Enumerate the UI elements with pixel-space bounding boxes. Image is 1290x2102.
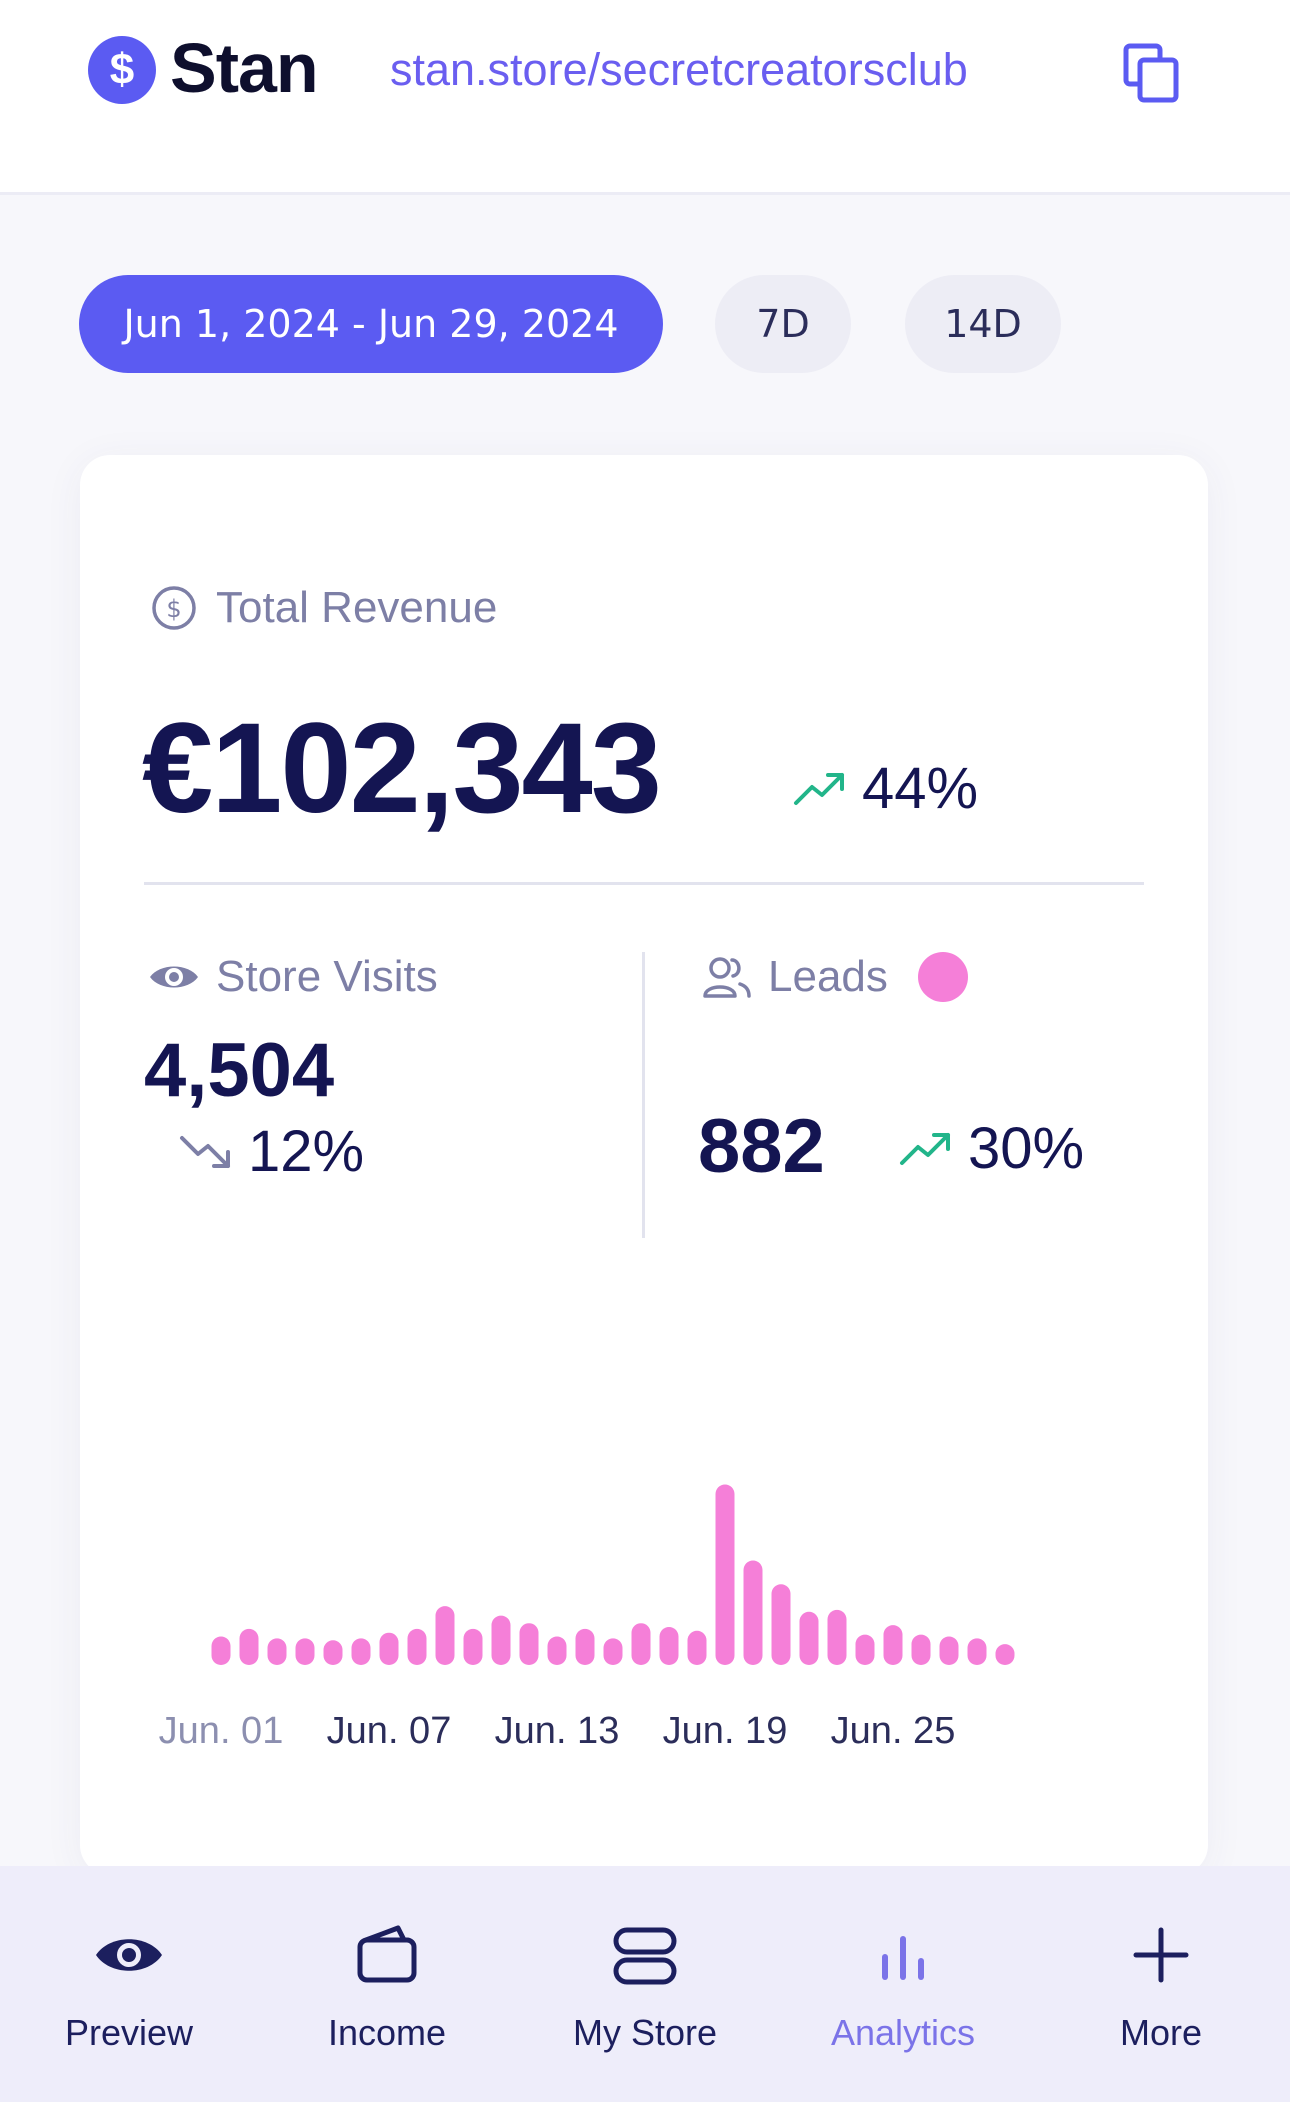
filter-7d-button[interactable]: 7D xyxy=(715,275,851,373)
chart-bar-Jun. 01[interactable] xyxy=(211,1636,231,1666)
chart-bar-Jun. 05[interactable] xyxy=(323,1640,343,1665)
chart-bar-Jun. 15[interactable] xyxy=(603,1638,623,1665)
filter-14d-button[interactable]: 14D xyxy=(905,275,1061,373)
store-icon xyxy=(613,1927,677,1985)
analytics-card: $ Total Revenue €102,343 44% Store Visit… xyxy=(80,455,1208,1875)
store-visits-value: 4,504 xyxy=(144,1028,335,1113)
plus-icon xyxy=(1133,1927,1189,1983)
chart-bar-Jun. 18[interactable] xyxy=(687,1630,707,1665)
trend-down-icon xyxy=(180,1135,230,1168)
nav-income[interactable]: Income xyxy=(258,1866,516,2102)
chart-bar-Jun. 20[interactable] xyxy=(743,1560,763,1666)
x-tick-label: Jun. 01 xyxy=(158,1710,284,1752)
chart-bar-Jun. 02[interactable] xyxy=(239,1628,259,1665)
wallet-icon xyxy=(357,1925,417,1983)
chart-bar-Jun. 04[interactable] xyxy=(295,1638,315,1665)
chart-bar-Jun. 03[interactable] xyxy=(267,1638,287,1665)
leads-label-text: Leads xyxy=(768,952,888,1001)
store-url-link[interactable]: stan.store/secretcreatorsclub xyxy=(390,44,968,95)
nav-my-store[interactable]: My Store xyxy=(516,1866,774,2102)
chart-bar-Jun. 29[interactable] xyxy=(995,1644,1015,1665)
chart-bar-Jun. 12[interactable] xyxy=(519,1623,539,1665)
eye-icon xyxy=(150,966,198,988)
store-visits-label: Store Visits xyxy=(148,952,438,1002)
svg-text:$: $ xyxy=(166,595,181,623)
total-revenue-value: €102,343 xyxy=(142,697,662,840)
total-revenue-label-text: Total Revenue xyxy=(216,583,498,632)
revenue-trend: 44% xyxy=(792,755,978,822)
x-tick-label: Jun. 19 xyxy=(662,1710,788,1752)
chart-bar-Jun. 16[interactable] xyxy=(631,1623,651,1665)
chart-bar-Jun. 06[interactable] xyxy=(351,1638,371,1665)
store-visits-change: 12% xyxy=(248,1119,365,1184)
chart-bar-Jun. 22[interactable] xyxy=(799,1611,819,1665)
leads-label: Leads xyxy=(702,952,968,1002)
chart-bar-Jun. 27[interactable] xyxy=(939,1636,959,1666)
chart-bar-Jun. 07[interactable] xyxy=(379,1632,399,1665)
chart-bar-Jun. 24[interactable] xyxy=(855,1634,875,1665)
nav-label: Preview xyxy=(64,2012,194,2053)
divider xyxy=(642,952,645,1238)
leads-trend: 30% xyxy=(898,1115,1084,1182)
nav-label: Income xyxy=(327,2012,447,2053)
chart-bar-Jun. 13[interactable] xyxy=(547,1636,567,1666)
app-header: $ Stan stan.store/secretcreatorsclub xyxy=(0,0,1290,195)
total-revenue-label: $ Total Revenue xyxy=(150,583,497,633)
chart-bar-Jun. 28[interactable] xyxy=(967,1638,987,1665)
x-tick-label: Jun. 13 xyxy=(494,1710,620,1752)
chart-bar-Jun. 23[interactable] xyxy=(827,1609,847,1665)
copy-icon[interactable] xyxy=(1122,42,1182,104)
brand-name: Stan xyxy=(170,29,319,107)
chart-bar-Jun. 10[interactable] xyxy=(463,1628,483,1665)
nav-more[interactable]: More xyxy=(1032,1866,1290,2102)
chart-bar-Jun. 14[interactable] xyxy=(575,1628,595,1665)
leads-value: 882 xyxy=(698,1104,825,1189)
eye-icon xyxy=(96,1939,162,1971)
store-visits-label-text: Store Visits xyxy=(216,952,438,1001)
nav-label: My Store xyxy=(572,2012,718,2053)
chart-bar-Jun. 21[interactable] xyxy=(771,1584,791,1665)
x-tick-label: Jun. 25 xyxy=(830,1710,956,1752)
trend-up-icon xyxy=(794,772,844,805)
revenue-change: 44% xyxy=(862,756,979,821)
x-tick-label: Jun. 07 xyxy=(326,1710,452,1752)
divider xyxy=(144,882,1144,885)
dollar-circle-icon: $ xyxy=(152,586,196,630)
nav-preview[interactable]: Preview xyxy=(0,1866,258,2102)
bottom-nav: Preview Income My Store Analytics More xyxy=(0,1866,1290,2102)
nav-analytics[interactable]: Analytics xyxy=(774,1866,1032,2102)
chart-bar-Jun. 08[interactable] xyxy=(407,1628,427,1665)
date-range-picker[interactable]: Jun 1, 2024 - Jun 29, 2024 xyxy=(79,275,663,373)
chart-bar-Jun. 19[interactable] xyxy=(715,1484,735,1666)
store-visits-trend: 12% xyxy=(178,1118,364,1185)
chart-bar-Jun. 25[interactable] xyxy=(883,1625,903,1665)
leads-bar-chart xyxy=(211,1484,1015,1666)
nav-label: Analytics xyxy=(830,2012,976,2053)
users-icon xyxy=(703,957,751,998)
chart-bar-Jun. 11[interactable] xyxy=(491,1615,511,1665)
trend-up-icon xyxy=(900,1132,950,1165)
chart-bar-Jun. 17[interactable] xyxy=(659,1627,679,1665)
stan-logo-icon: $ xyxy=(88,36,156,104)
bar-chart-icon xyxy=(882,1936,924,1980)
leads-legend-dot xyxy=(917,952,968,1002)
nav-label: More xyxy=(1119,2012,1203,2053)
chart-bar-Jun. 26[interactable] xyxy=(911,1634,931,1665)
chart-bar-Jun. 09[interactable] xyxy=(435,1606,455,1665)
leads-change: 30% xyxy=(968,1116,1085,1181)
